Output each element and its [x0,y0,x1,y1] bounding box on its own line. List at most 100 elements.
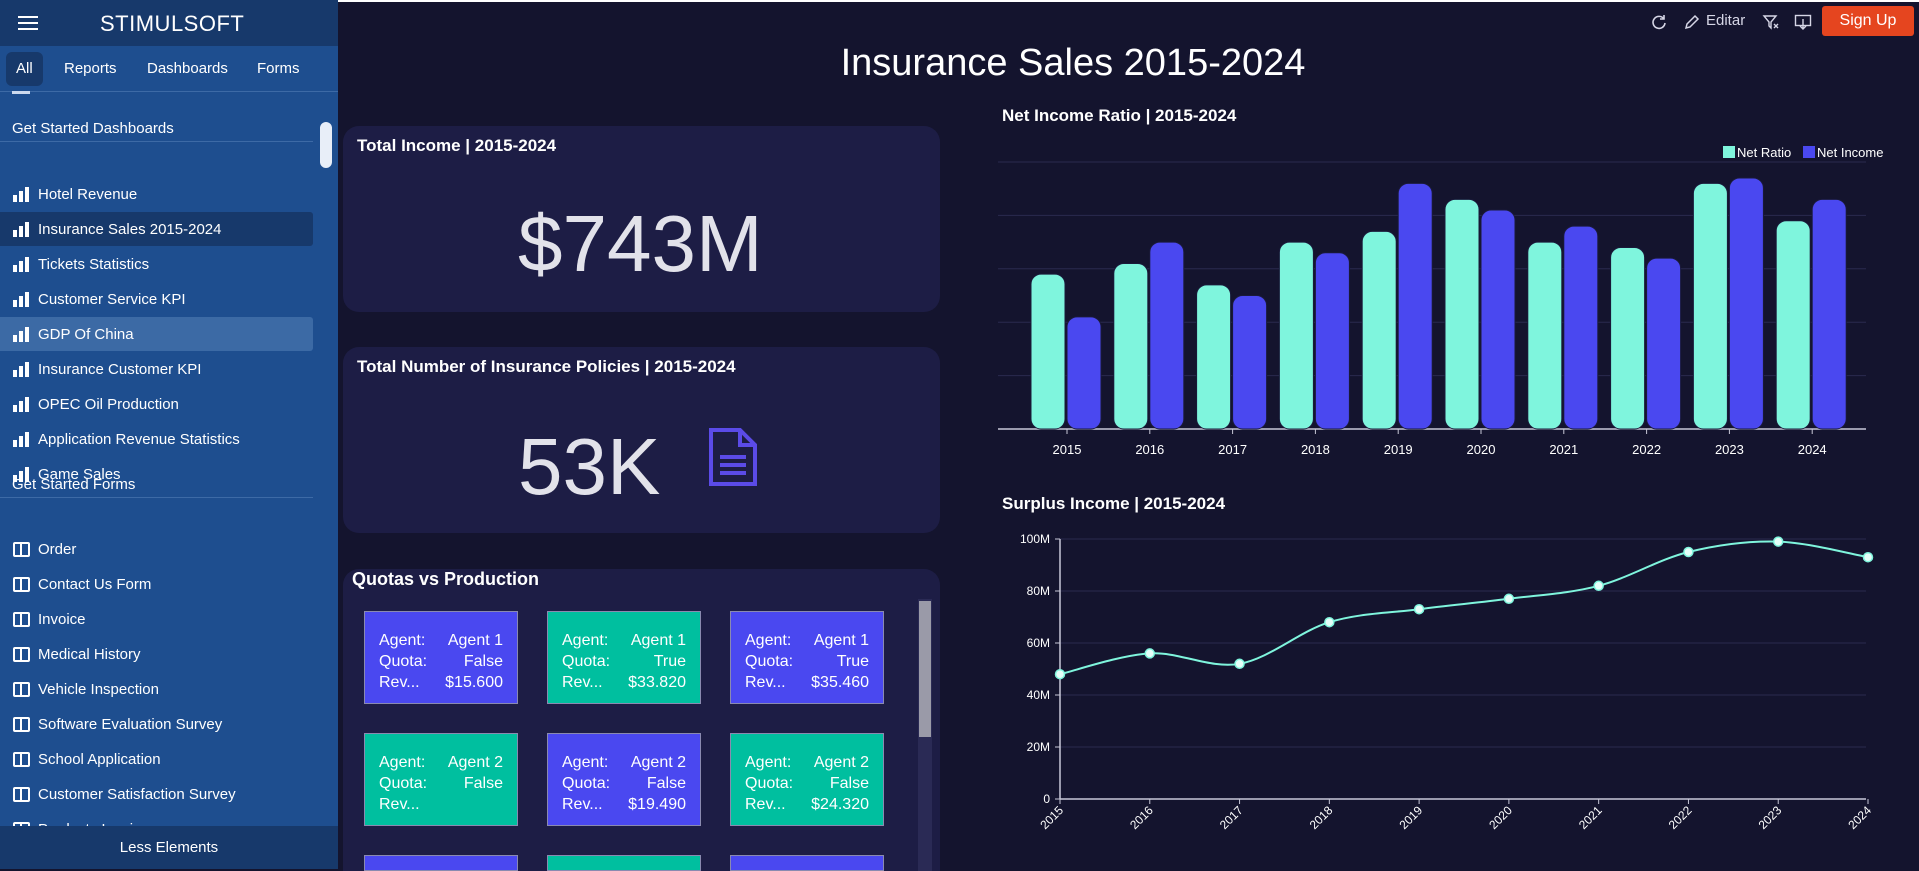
sidebar: STIMULSOFT All Reports Dashboards Forms … [0,0,338,869]
x-tick-label: 2022 [1666,803,1695,832]
dashboard-item[interactable]: GDP Of China [0,317,313,351]
tile-row-quota: Quota: False [745,773,869,794]
y-tick-label: 20M [1027,740,1050,754]
dashboard-item[interactable]: Insurance Customer KPI [0,352,313,386]
tile-label: Rev... [562,674,603,691]
form-item[interactable]: Medical History [0,637,313,671]
tile-row-rev: Rev... $19.490 [562,794,686,815]
bar-net-income [1232,295,1268,430]
tile-label: Quota: [562,775,611,792]
tile-value: $35.460 [811,674,869,691]
x-tick-label: 2020 [1467,442,1496,457]
quota-tile[interactable]: Agent: Agent 2 Quota: False Rev... $19.490 [547,733,701,826]
sidebar-scrollbar-thumb[interactable] [320,122,332,168]
bar-net-ratio [1196,284,1232,430]
series-line [1059,540,1869,676]
x-tick-label: 2015 [1037,803,1066,832]
edit-button[interactable]: Editar [1706,12,1746,29]
quotas-scrollbar[interactable] [918,599,932,871]
item-label: Application Revenue Statistics [38,431,240,448]
tile-row-rev: Rev... $35.460 [745,672,869,693]
x-tick-label: 2021 [1549,442,1578,457]
tab-all[interactable]: All [6,52,43,86]
quotas-scrollbar-thumb[interactable] [919,601,931,737]
quotas-card: Quotas vs Production Agent: Agent 1 Quota:… [343,569,940,871]
dashboard-area: Editar Sign Up Insurance Sales 2015-2024… [338,0,1919,871]
tile-row-agent: Agent: Agent 1 [562,630,686,651]
dashboard-item[interactable]: Game Sales [0,457,313,491]
quota-tile[interactable]: Agent: Agent 1 Quota: False Rev... $15.600 [364,611,518,704]
data-point [1054,668,1066,680]
quota-tile[interactable]: Agent: Agent 2 Quota: False Rev... $24.320 [730,733,884,826]
form-item[interactable]: School Application [0,742,313,776]
tile-value: $19.490 [628,796,686,813]
dashboard-item[interactable]: Application Revenue Statistics [0,422,313,456]
bar-net-income [1646,257,1682,430]
form-icon [13,647,30,662]
item-label: Invoice [38,611,86,628]
dashboard-item[interactable]: Tickets Statistics [0,247,313,281]
form-item[interactable]: Customer Satisfaction Survey [0,777,313,811]
x-tick-label: 2015 [1053,442,1082,457]
item-label: Software Evaluation Survey [38,716,223,733]
x-tick-label: 2019 [1384,442,1413,457]
document-icon [709,428,757,486]
brand-logo: STIMULSOFT [100,11,245,36]
y-tick-label: 100M [1020,532,1050,546]
bar-net-ratio [1527,241,1563,430]
bar-net-ratio [1775,220,1811,430]
tab-reports[interactable]: Reports [64,60,117,77]
tile-row-rev: Rev... $33.820 [562,672,686,693]
bar-net-income [1066,316,1102,430]
export-icon[interactable] [1794,13,1812,31]
quota-tile[interactable]: Agent: Agent 1 Quota: True Rev... $33.820 [547,611,701,704]
x-tick-label: 2017 [1218,442,1247,457]
tile-value: Agent 1 [630,632,686,649]
bar-net-ratio [1444,198,1480,430]
x-tick-label: 2023 [1715,442,1744,457]
form-icon [13,717,30,732]
item-label: Insurance Sales 2015-2024 [38,221,222,238]
bar-chart-icon [13,327,30,342]
tab-dashboards[interactable]: Dashboards [147,60,228,77]
tab-forms[interactable]: Forms [257,60,300,77]
tile-row-quota: Quota: False [379,773,503,794]
x-tick-label: 2017 [1217,803,1246,832]
dashboard-item[interactable]: Insurance Sales 2015-2024 [0,212,313,246]
item-label: Hotel Revenue [38,186,138,203]
item-label: Vehicle Inspection [38,681,159,698]
divider [0,497,313,498]
clear-filter-icon[interactable] [1762,13,1780,31]
x-tick-label: 2024 [1845,803,1874,832]
quota-tile[interactable]: Agent: Agent 2 Quota: False Rev... [364,733,518,826]
less-elements-button[interactable]: Less Elements [0,826,338,869]
x-tick-label: 2018 [1301,442,1330,457]
tile-value: False [646,775,686,792]
item-label: School Application [38,751,161,768]
tile-row-agent: Agent: Agent 2 [562,752,686,773]
form-icon [13,787,30,802]
form-item[interactable]: Contact Us Form [0,567,313,601]
form-item[interactable]: Vehicle Inspection [0,672,313,706]
legend-swatch [1723,146,1735,158]
sign-up-button[interactable]: Sign Up [1822,6,1914,36]
card-title: Quotas vs Production [352,569,540,589]
refresh-icon[interactable] [1650,13,1668,31]
form-item[interactable]: Software Evaluation Survey [0,707,313,741]
tile-value: True [836,653,869,670]
form-item[interactable]: Order [0,532,313,566]
x-tick-label: 2016 [1127,803,1156,832]
form-item[interactable]: Invoice [0,602,313,636]
tile-row-agent: Agent: Agent 1 [379,630,503,651]
x-tick-label: 2018 [1307,803,1336,832]
bar-chart-icon [13,397,30,412]
hamburger-menu-icon[interactable] [18,16,38,30]
dashboard-item[interactable]: OPEC Oil Production [0,387,313,421]
quota-tile[interactable]: Agent: Agent 1 Quota: True Rev... $35.460 [730,611,884,704]
dashboard-item[interactable]: Customer Service KPI [0,282,313,316]
bar-net-income [1728,177,1764,430]
tile-label: Quota: [379,653,428,670]
dashboard-item[interactable]: Hotel Revenue [0,177,313,211]
card-title: Total Income | 2015-2024 [357,136,557,155]
pencil-icon[interactable] [1683,13,1701,31]
